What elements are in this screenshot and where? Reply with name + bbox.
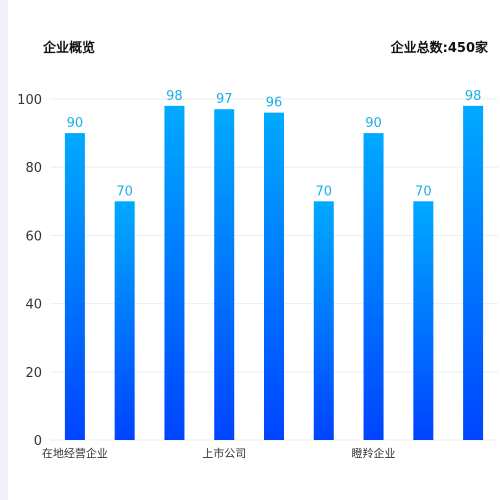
bar <box>413 201 434 440</box>
bar <box>264 112 284 440</box>
x-tick-label: 瞪羚企业 <box>352 446 396 460</box>
y-tick-label: 20 <box>25 366 42 381</box>
data-label: 90 <box>67 116 84 131</box>
y-tick-label: 60 <box>25 229 42 244</box>
bar <box>313 201 334 440</box>
bar <box>114 201 135 440</box>
enterprise-total: 企业总数:450家 <box>390 41 488 56</box>
bar <box>214 109 235 440</box>
data-label: 70 <box>116 184 133 199</box>
data-label: 70 <box>316 184 333 199</box>
data-label: 97 <box>216 92 233 107</box>
y-tick-label: 80 <box>25 161 42 176</box>
data-label: 98 <box>465 89 482 104</box>
data-label: 70 <box>415 184 432 199</box>
x-tick-label: 上市公司 <box>202 446 246 460</box>
chart-title: 企业概览 <box>43 41 96 56</box>
y-axis-ticks: 0 20 40 60 80 100 <box>17 93 42 449</box>
y-tick-label: 40 <box>25 298 42 313</box>
y-tick-label: 100 <box>17 93 42 108</box>
x-axis-ticks: 在地经营企业 上市公司 瞪羚企业 <box>42 446 396 460</box>
bar <box>64 133 85 440</box>
bar <box>463 105 484 440</box>
bar <box>164 105 185 440</box>
y-tick-label: 0 <box>34 434 42 449</box>
data-label: 98 <box>166 89 183 104</box>
bar <box>363 133 384 440</box>
bars <box>64 105 484 440</box>
x-tick-label: 在地经营企业 <box>42 446 108 460</box>
data-label: 96 <box>266 96 283 111</box>
data-label: 90 <box>365 116 382 131</box>
left-edge-strip <box>0 0 8 500</box>
data-labels: 90 70 98 97 96 70 90 70 98 <box>67 89 482 199</box>
